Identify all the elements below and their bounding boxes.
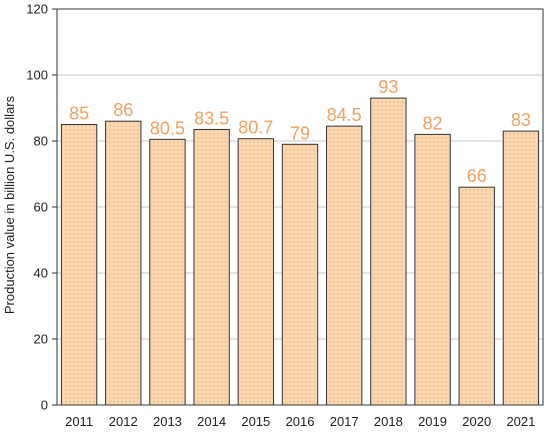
data-label-2020: 66 — [467, 166, 487, 186]
bar-2013 — [149, 138, 186, 406]
y-tick-label: 40 — [34, 266, 48, 281]
x-tick-label-2015: 2015 — [241, 414, 270, 429]
x-tick-label-2017: 2017 — [330, 414, 359, 429]
y-tick-label: 100 — [26, 68, 48, 83]
y-tick-label: 120 — [26, 2, 48, 17]
data-label-2017: 84.5 — [327, 105, 362, 125]
plot-frame — [56, 8, 544, 406]
data-label-2012: 86 — [113, 100, 133, 120]
y-tick-label: 60 — [34, 200, 48, 215]
data-label-2011: 85 — [69, 104, 89, 124]
bar-2020 — [458, 186, 495, 406]
bar-2011 — [60, 124, 98, 406]
y-tick-label: 0 — [41, 398, 48, 413]
x-tick-label-2020: 2020 — [462, 414, 491, 429]
x-tick-label-2021: 2021 — [506, 414, 535, 429]
x-tick-label-2013: 2013 — [153, 414, 182, 429]
y-axis-title: Production value in billion U.S. dollars — [2, 95, 17, 314]
data-label-2015: 80.7 — [238, 118, 273, 138]
data-label-2013: 80.5 — [150, 118, 185, 138]
x-tick-label-2011: 2011 — [65, 414, 93, 429]
x-tick-label-2016: 2016 — [286, 414, 315, 429]
bar-2018 — [370, 97, 407, 406]
bar-2019 — [414, 133, 451, 406]
bar-2012 — [105, 120, 142, 406]
x-tick-label-2019: 2019 — [418, 414, 447, 429]
data-label-2021: 83 — [511, 110, 531, 130]
bar-2014 — [193, 128, 230, 406]
x-tick-label-2012: 2012 — [109, 414, 138, 429]
bar-2016 — [281, 143, 319, 406]
bar-2015 — [237, 138, 274, 406]
data-label-2019: 82 — [423, 113, 443, 133]
bar-2021 — [502, 130, 540, 406]
data-label-2014: 83.5 — [194, 108, 229, 128]
y-tick-label: 80 — [34, 134, 48, 149]
x-tick-label-2014: 2014 — [197, 414, 226, 429]
bars — [60, 97, 540, 406]
axes: 0 20 40 60 80 100 120 2011 2012 2013 2014 2015 2016 2… — [26, 2, 544, 429]
data-label-2018: 93 — [378, 77, 398, 97]
data-label-2016: 79 — [290, 123, 310, 143]
x-tick-label-2018: 2018 — [374, 414, 403, 429]
y-tick-label: 20 — [34, 332, 48, 347]
data-labels: 85 86 80.5 83.5 80.7 79 84.5 93 82 66 83 — [69, 77, 531, 186]
bar-2017 — [326, 125, 363, 406]
